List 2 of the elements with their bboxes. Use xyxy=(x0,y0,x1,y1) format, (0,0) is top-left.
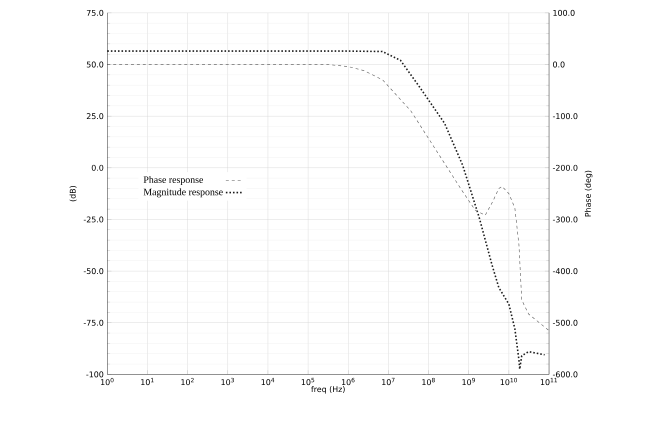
legend-label: Magnitude response xyxy=(144,188,223,198)
legend-label: Phase response xyxy=(144,176,204,186)
